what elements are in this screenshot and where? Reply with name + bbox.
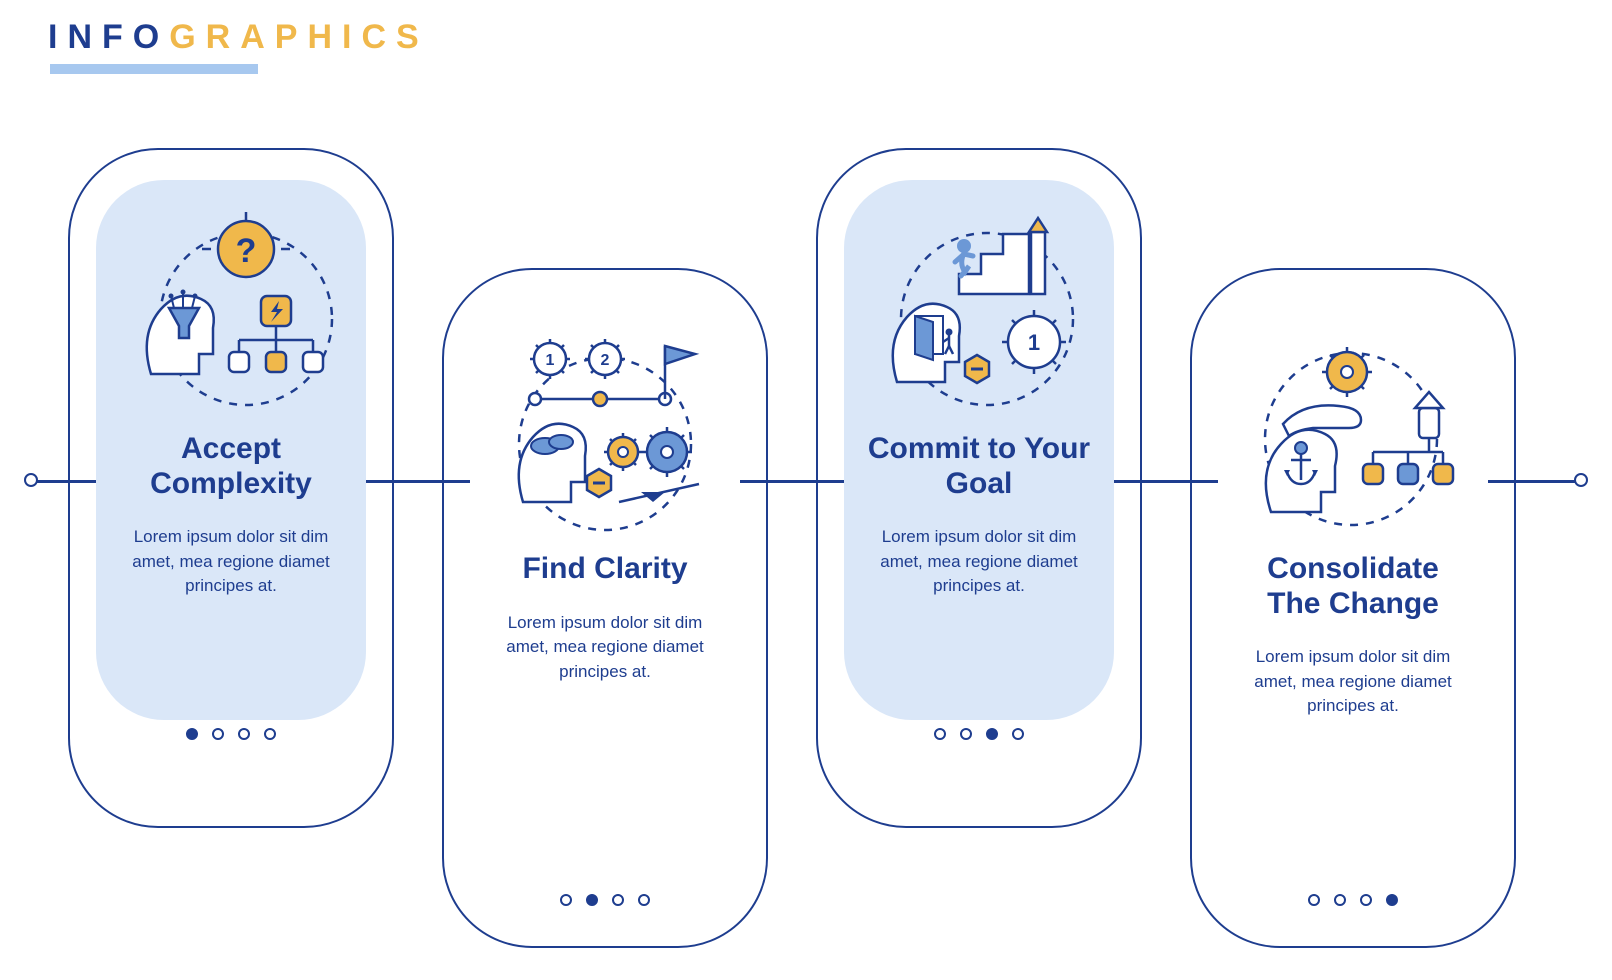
card-title: Accept Complexity (118, 432, 344, 501)
card-title: Commit to Your Goal (866, 432, 1092, 501)
card-commit-goal: 1 Commit to Your Goal Lorem ipsum dolor … (816, 148, 1142, 828)
header-title: INFOGRAPHICS (48, 20, 429, 54)
dot (1360, 894, 1372, 906)
header-word2: GRAPHICS (169, 18, 428, 56)
progress-dots (560, 868, 650, 906)
consolidate-change-icon (1243, 324, 1463, 534)
dot (560, 894, 572, 906)
card-consolidate-change: Consolidate The Change Lorem ipsum dolor… (1190, 268, 1516, 948)
card-accept-complexity: ? (68, 148, 394, 828)
card-title: Consolidate The Change (1240, 552, 1466, 621)
accept-complexity-icon: ? (121, 204, 341, 414)
svg-text:1: 1 (1028, 330, 1040, 355)
find-clarity-icon: 1 2 (495, 324, 715, 534)
dot (186, 728, 198, 740)
dot (612, 894, 624, 906)
commit-goal-icon: 1 (869, 204, 1089, 414)
dot (638, 894, 650, 906)
page-header: INFOGRAPHICS (48, 20, 429, 74)
card-title: Find Clarity (522, 552, 687, 587)
dot (1386, 894, 1398, 906)
card-find-clarity: 1 2 (442, 268, 768, 948)
dot (264, 728, 276, 740)
dot (1334, 894, 1346, 906)
dot (934, 728, 946, 740)
progress-dots (1308, 868, 1398, 906)
dot (1012, 728, 1024, 740)
card-inner: 1 Commit to Your Goal Lorem ipsum dolor … (844, 180, 1114, 720)
header-word1: INFO (48, 18, 169, 56)
svg-text:2: 2 (601, 352, 610, 369)
dot (1308, 894, 1320, 906)
card-body: Lorem ipsum dolor sit dim amet, mea regi… (866, 525, 1092, 599)
progress-dots (186, 702, 276, 740)
dot (986, 728, 998, 740)
dot (586, 894, 598, 906)
card-body: Lorem ipsum dolor sit dim amet, mea regi… (1240, 645, 1466, 719)
dot (238, 728, 250, 740)
svg-text:1: 1 (546, 352, 555, 369)
connector-dot-left (24, 473, 38, 487)
connector-dot-right (1574, 473, 1588, 487)
card-inner: 1 2 (470, 300, 740, 740)
svg-text:?: ? (236, 232, 257, 270)
dot (212, 728, 224, 740)
cards-row: ? (68, 148, 1516, 948)
card-body: Lorem ipsum dolor sit dim amet, mea regi… (118, 525, 344, 599)
dot (960, 728, 972, 740)
card-inner: Consolidate The Change Lorem ipsum dolor… (1218, 300, 1488, 749)
progress-dots (934, 702, 1024, 740)
header-underline (50, 64, 258, 74)
card-inner: ? (96, 180, 366, 720)
card-body: Lorem ipsum dolor sit dim amet, mea regi… (492, 611, 718, 685)
